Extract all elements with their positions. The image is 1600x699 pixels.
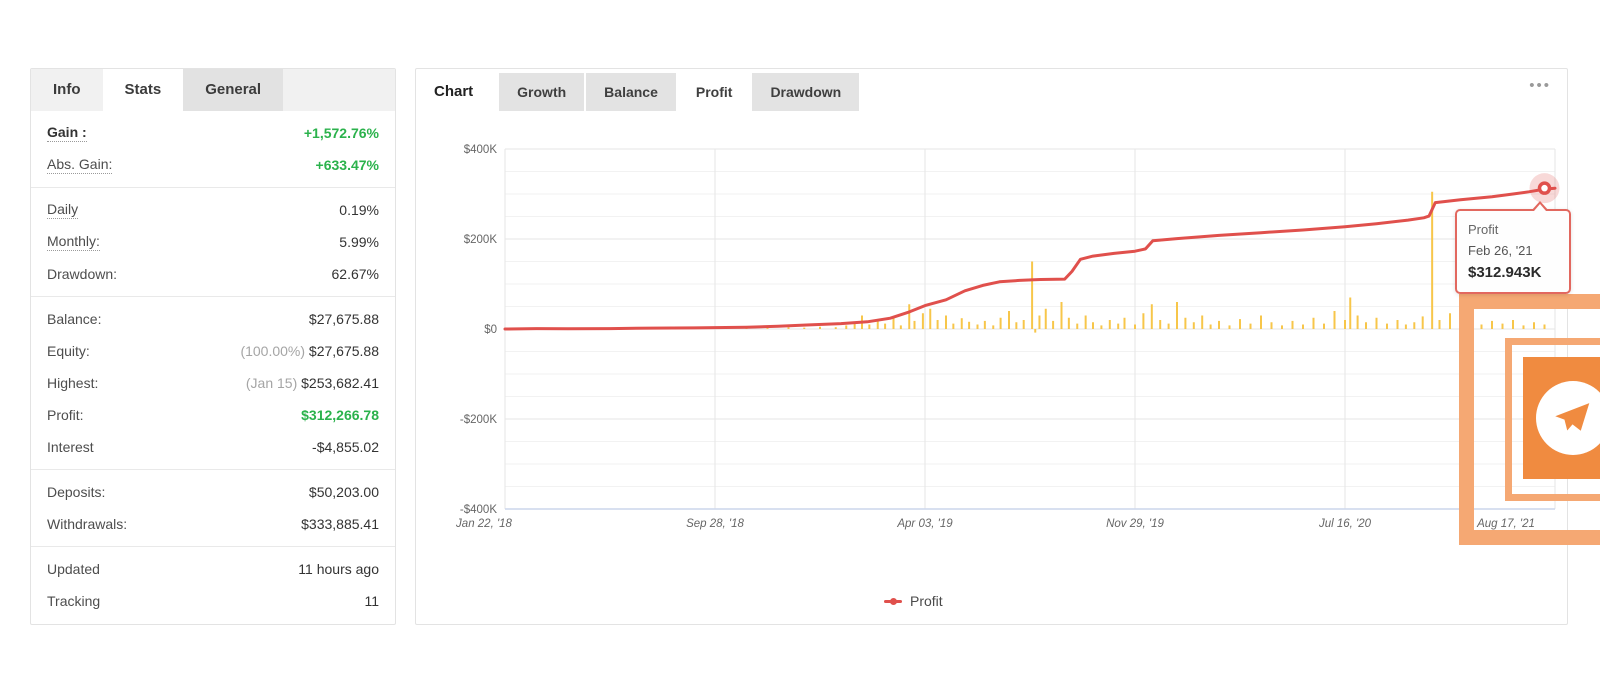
stat-label: Gain : bbox=[47, 124, 87, 142]
stat-value-prefix: (Jan 15) bbox=[245, 375, 302, 391]
svg-text:Aug 17, '21: Aug 17, '21 bbox=[1476, 518, 1535, 530]
tooltip-series-name: Profit bbox=[1468, 222, 1499, 237]
svg-text:$0: $0 bbox=[484, 324, 497, 336]
tooltip-pointer bbox=[1531, 201, 1549, 211]
stat-row: Highest: (Jan 15) $253,682.41 bbox=[47, 367, 379, 399]
ellipsis-menu-icon[interactable]: ••• bbox=[1529, 77, 1551, 94]
profit-line bbox=[503, 186, 1557, 331]
info-panel: Info Stats General Gain : +1,572.76% Abs. Ga… bbox=[30, 68, 396, 625]
svg-text:$400K: $400K bbox=[464, 144, 498, 156]
stat-label: Daily bbox=[47, 201, 79, 219]
y-axis-labels: $400K $200K $0 -$200K -$400K bbox=[460, 144, 497, 516]
stat-value-main: $253,682.41 bbox=[301, 375, 379, 391]
legend-profit-label: Profit bbox=[910, 593, 943, 609]
chart-header: Chart Growth Balance Profit Drawdown ••• bbox=[416, 69, 1567, 113]
stat-value: (100.00%) $27,675.88 bbox=[240, 343, 379, 359]
stat-group: Balance: $27,675.88 Equity: (100.00%) $27,6… bbox=[31, 296, 395, 469]
stats-body: Gain : +1,572.76% Abs. Gain: +633.47% Daily 0… bbox=[31, 111, 395, 623]
stat-row: Monthly: 5.99% bbox=[47, 226, 379, 258]
stat-row: Balance: $27,675.88 bbox=[47, 303, 379, 335]
stat-group: Gain : +1,572.76% Abs. Gain: +633.47% bbox=[31, 111, 395, 187]
info-panel-tab-stats[interactable]: Stats bbox=[102, 69, 184, 111]
stat-row: Gain : +1,572.76% bbox=[47, 117, 379, 149]
stat-value: -$4,855.02 bbox=[312, 439, 379, 455]
stat-value: 0.19% bbox=[339, 202, 379, 218]
stat-label: Withdrawals: bbox=[47, 516, 128, 532]
svg-text:Nov 29, '19: Nov 29, '19 bbox=[1106, 518, 1164, 530]
svg-text:-$400K: -$400K bbox=[460, 504, 497, 516]
stat-row: Deposits: $50,203.00 bbox=[47, 476, 379, 508]
stat-value: +1,572.76% bbox=[303, 125, 379, 141]
telegram-icon bbox=[1536, 381, 1600, 455]
chart-panel: Chart Growth Balance Profit Drawdown ••• $4… bbox=[415, 68, 1568, 625]
chart-tab-growth[interactable]: Growth bbox=[499, 73, 585, 111]
telegram-watermark-outer-frame bbox=[1459, 294, 1600, 545]
stat-row: Equity: (100.00%) $27,675.88 bbox=[47, 335, 379, 367]
tooltip-value: $312.943K bbox=[1468, 264, 1542, 281]
svg-text:Jul 16, '20: Jul 16, '20 bbox=[1318, 518, 1372, 530]
tooltip-date: Feb 26, '21 bbox=[1468, 243, 1533, 258]
stat-row: Daily 0.19% bbox=[47, 194, 379, 226]
stat-label: Highest: bbox=[47, 375, 99, 391]
stat-label: Drawdown: bbox=[47, 266, 118, 282]
stat-value: $50,203.00 bbox=[308, 484, 379, 500]
stat-label: Tracking bbox=[47, 593, 101, 609]
stat-value: $27,675.88 bbox=[308, 311, 379, 327]
stat-label: Equity: bbox=[47, 343, 90, 359]
telegram-watermark[interactable] bbox=[1523, 357, 1600, 479]
chart-tab-bar: Growth Balance Profit Drawdown bbox=[499, 73, 861, 111]
telegram-watermark-inner-frame bbox=[1505, 338, 1600, 501]
chart-tooltip: Profit Feb 26, '21 $312.943K bbox=[1455, 201, 1571, 294]
stat-label: Monthly: bbox=[47, 233, 100, 251]
svg-text:-$200K: -$200K bbox=[460, 414, 497, 426]
legend-profit-line-icon bbox=[884, 597, 902, 605]
chart-tab-balance[interactable]: Balance bbox=[586, 73, 676, 111]
stat-label: Updated bbox=[47, 561, 100, 577]
stat-row: Drawdown: 62.67% bbox=[47, 258, 379, 290]
x-axis-labels: Jan 22, '18 Sep 28, '18 Apr 03, '19 Nov 29,… bbox=[455, 518, 1535, 530]
stat-label: Balance: bbox=[47, 311, 102, 327]
stat-value-prefix: (100.00%) bbox=[240, 343, 309, 359]
stat-group: Updated 11 hours ago Tracking 11 bbox=[31, 546, 395, 623]
stat-value: 5.99% bbox=[339, 234, 379, 250]
info-tab-strip: Info Stats General bbox=[31, 69, 395, 111]
stat-value: 62.67% bbox=[331, 266, 379, 282]
info-panel-tab-info[interactable]: Info bbox=[53, 81, 81, 98]
stat-label: Interest bbox=[47, 439, 94, 455]
stat-value: 11 bbox=[364, 593, 379, 609]
chart-legend-item-profit[interactable]: Profit bbox=[884, 593, 943, 609]
stat-value: $333,885.41 bbox=[301, 516, 379, 532]
stat-row: Profit: $312,266.78 bbox=[47, 399, 379, 431]
stat-group: Deposits: $50,203.00 Withdrawals: $333,885.… bbox=[31, 469, 395, 546]
stat-row: Withdrawals: $333,885.41 bbox=[47, 508, 379, 540]
stat-value-main: $27,675.88 bbox=[308, 343, 379, 359]
telegram-plane-icon bbox=[1555, 403, 1590, 431]
stat-label: Abs. Gain: bbox=[47, 156, 113, 174]
stat-row: Abs. Gain: +633.47% bbox=[47, 149, 379, 181]
svg-text:Sep 28, '18: Sep 28, '18 bbox=[686, 518, 744, 530]
profit-chart-plot[interactable]: $400K $200K $0 -$200K -$400K Jan 22, '18 Sep 2… bbox=[416, 113, 1568, 626]
stat-value: +633.47% bbox=[315, 157, 379, 173]
svg-text:Jan 22, '18: Jan 22, '18 bbox=[455, 518, 513, 530]
info-panel-tab-general[interactable]: General bbox=[183, 69, 284, 111]
stat-value: (Jan 15) $253,682.41 bbox=[246, 375, 379, 391]
svg-text:$200K: $200K bbox=[464, 234, 498, 246]
daily-profit-bars bbox=[535, 191, 1546, 333]
stat-label: Deposits: bbox=[47, 484, 106, 500]
stat-row: Interest -$4,855.02 bbox=[47, 431, 379, 463]
stat-label: Profit: bbox=[47, 407, 84, 423]
stat-group: Daily 0.19% Monthly: 5.99% Drawdown: 62.67% bbox=[31, 187, 395, 296]
end-marker[interactable] bbox=[1529, 173, 1560, 204]
stat-row: Updated 11 hours ago bbox=[47, 553, 379, 585]
legend-profit-marker-icon bbox=[890, 597, 897, 605]
stat-value: $312,266.78 bbox=[301, 407, 379, 423]
stat-value: 11 hours ago bbox=[298, 561, 379, 577]
chart-panel-title: Chart bbox=[434, 83, 474, 100]
svg-text:Apr 03, '19: Apr 03, '19 bbox=[896, 518, 953, 530]
chart-tab-drawdown[interactable]: Drawdown bbox=[752, 73, 860, 111]
stat-row: Tracking 11 bbox=[47, 585, 379, 617]
chart-tab-profit[interactable]: Profit bbox=[677, 73, 751, 111]
